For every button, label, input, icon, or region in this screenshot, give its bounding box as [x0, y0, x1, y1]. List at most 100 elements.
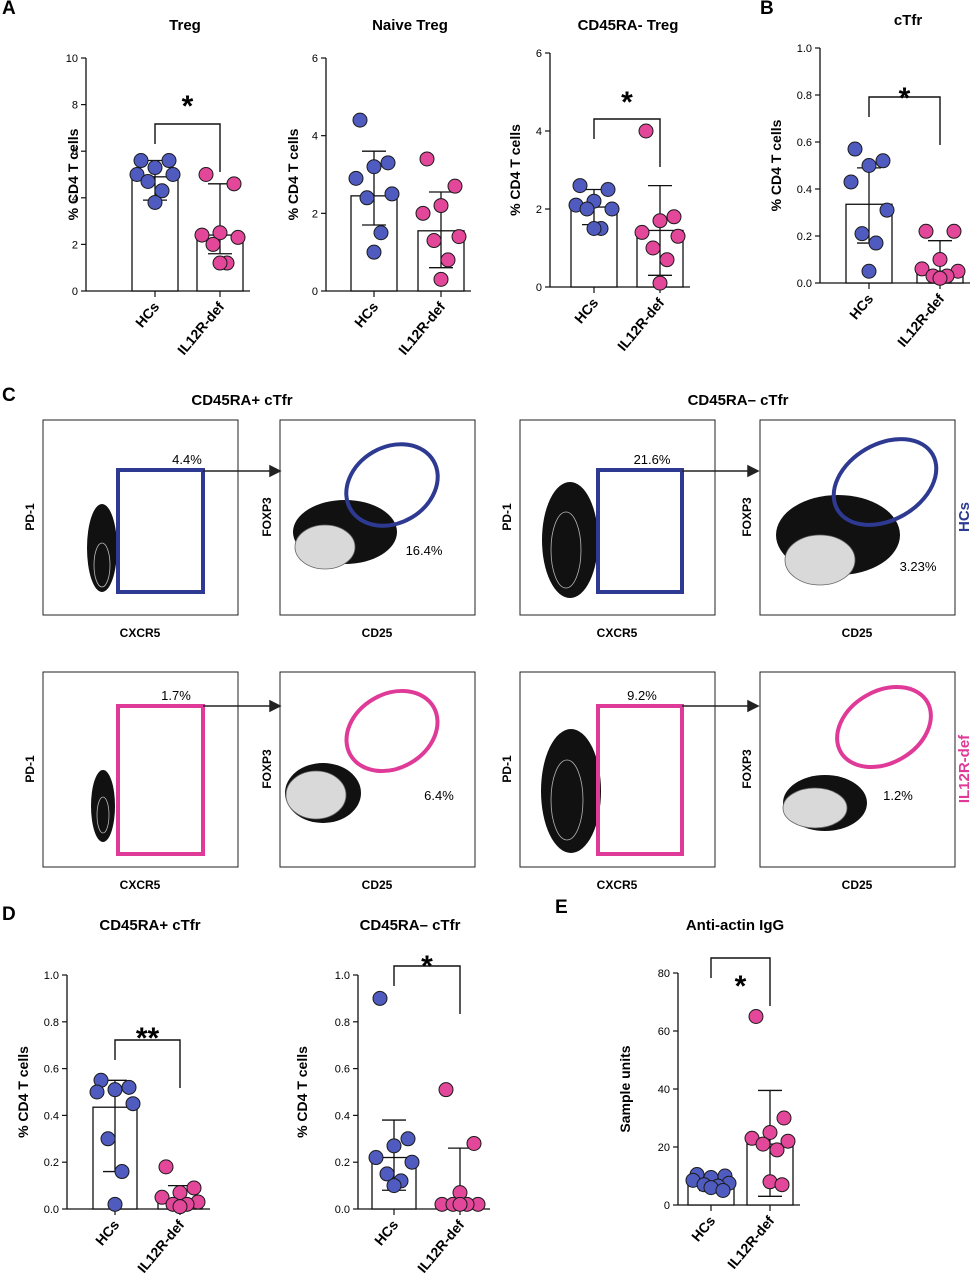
hc-data-point: [368, 1150, 384, 1166]
y-tick-label: 0.4: [335, 1110, 350, 1122]
def-data-point: [433, 271, 449, 287]
def-data-point: [946, 223, 962, 239]
flow-y-label: PD-1: [23, 755, 37, 783]
hc-gate-box: [116, 468, 205, 594]
hc-data-point: [125, 1096, 141, 1112]
significance-bracket: [393, 965, 461, 1014]
x-tick-label: HCs: [846, 290, 876, 322]
def-data-point: [776, 1110, 792, 1126]
contour-lines: [96, 796, 110, 834]
significance-bracket: [114, 1039, 181, 1088]
flow-x-label: CD25: [842, 626, 873, 640]
event-cloud: [542, 482, 598, 598]
def-data-point: [666, 209, 682, 225]
y-axis-label: % CD4 T cells: [65, 128, 81, 220]
gate-percent: 1.2%: [883, 788, 913, 803]
hc-data-point: [121, 1079, 137, 1095]
gate-percent: 1.7%: [161, 688, 191, 703]
hc-data-point: [715, 1183, 731, 1198]
contour-lines: [550, 759, 584, 841]
flow-y-label: FOXP3: [260, 749, 274, 789]
hc-data-point: [572, 178, 588, 194]
def-data-point: [451, 229, 467, 245]
x-tick-label: HCs: [351, 298, 381, 330]
y-tick-label: 0.6: [335, 1064, 350, 1076]
contour-lines: [550, 511, 582, 589]
y-tick-label: 40: [658, 1084, 670, 1096]
x-tick-label: HCs: [92, 1216, 122, 1248]
def-data-point: [914, 261, 930, 277]
hc-data-point: [604, 201, 620, 217]
contour-core: [782, 787, 848, 829]
hc-data-point: [380, 155, 396, 171]
def-data-point: [212, 255, 228, 271]
flow-x-label: CD25: [362, 626, 393, 640]
significance-bracket: [710, 957, 771, 1006]
y-tick-label: 2: [312, 208, 318, 220]
flow-x-label: CXCR5: [120, 878, 161, 892]
significance-bracket: [868, 96, 941, 145]
contour-core: [285, 770, 347, 820]
y-tick-label: 10: [66, 53, 78, 65]
hc-data-point: [114, 1164, 130, 1180]
def-data-point: [769, 1142, 785, 1158]
def-data-point: [438, 1082, 454, 1098]
chart-cd45ra-neg-ctfr: CD45RA– cTfr % CD4 T cells 0.0 0.2 0.4 0.6 0.8…: [294, 917, 490, 1276]
def-data-point: [447, 178, 463, 194]
def-data-point: [652, 275, 668, 291]
def-data-point: [670, 228, 686, 244]
panel-label-a: A: [2, 0, 16, 19]
def-gate-box: [596, 704, 684, 856]
hc-data-point: [140, 173, 156, 189]
y-tick-label: 0: [72, 286, 78, 298]
flow-y-label: PD-1: [500, 755, 514, 783]
hc-data-point: [384, 186, 400, 202]
hc-data-point: [107, 1196, 123, 1212]
flow-plot-frame: [279, 419, 476, 616]
y-tick-label: 0: [664, 1200, 670, 1212]
gate-arrow-head: [747, 699, 760, 713]
chart-title: Naive Treg: [372, 17, 448, 34]
hc-gate-oval: [831, 437, 939, 527]
x-tick-label: IL12R-def: [614, 294, 667, 353]
y-axis-label: % CD4 T cells: [285, 128, 301, 220]
y-tick-label: 0.0: [797, 278, 812, 290]
hc-gate-oval: [344, 442, 440, 528]
def-data-point: [452, 1196, 468, 1212]
y-tick-label: 0.2: [44, 1157, 59, 1169]
hc-data-point: [600, 182, 616, 197]
hc-data-point: [366, 159, 382, 175]
x-tick-label: IL12R-def: [174, 298, 227, 357]
y-tick-label: 4: [72, 193, 78, 205]
chart-title: Treg: [169, 17, 201, 34]
hc-data-point: [147, 160, 163, 176]
hc-data-point: [129, 167, 145, 182]
def-data-point: [415, 205, 431, 221]
gate-percent: 21.6%: [634, 452, 671, 467]
y-tick-label: 4: [536, 126, 542, 138]
flow-x-label: CXCR5: [597, 626, 638, 640]
significance-star: *: [182, 90, 194, 123]
chart-anti-actin-igg: Anti-actin IgG Sample units 0 20 40 60 80 HCs IL…: [617, 917, 800, 1272]
x-tick-label: HCs: [571, 294, 601, 326]
gate-arrow-head: [747, 464, 760, 478]
hc-data-point: [579, 201, 595, 217]
hc-data-point: [854, 226, 870, 242]
y-tick-label: 0.2: [335, 1157, 350, 1169]
x-tick-label: IL12R-def: [894, 290, 947, 349]
y-tick-label: 2: [72, 239, 78, 251]
event-cloud: [91, 770, 115, 842]
y-axis-label: % CD4 T cells: [15, 1046, 31, 1138]
hc-data-point: [373, 225, 389, 241]
y-tick-label: 0.6: [44, 1064, 59, 1076]
panel-label-c: C: [2, 385, 16, 406]
hc-data-point: [372, 990, 388, 1006]
y-tick-label: 2: [536, 204, 542, 216]
gate-percent: 16.4%: [406, 543, 443, 558]
row-label-hcs: HCs: [956, 502, 973, 532]
y-tick-label: 0.6: [797, 137, 812, 149]
hc-data-point: [352, 112, 368, 128]
chart-title: CD45RA– cTfr: [360, 917, 461, 934]
y-tick-label: 20: [658, 1142, 670, 1154]
